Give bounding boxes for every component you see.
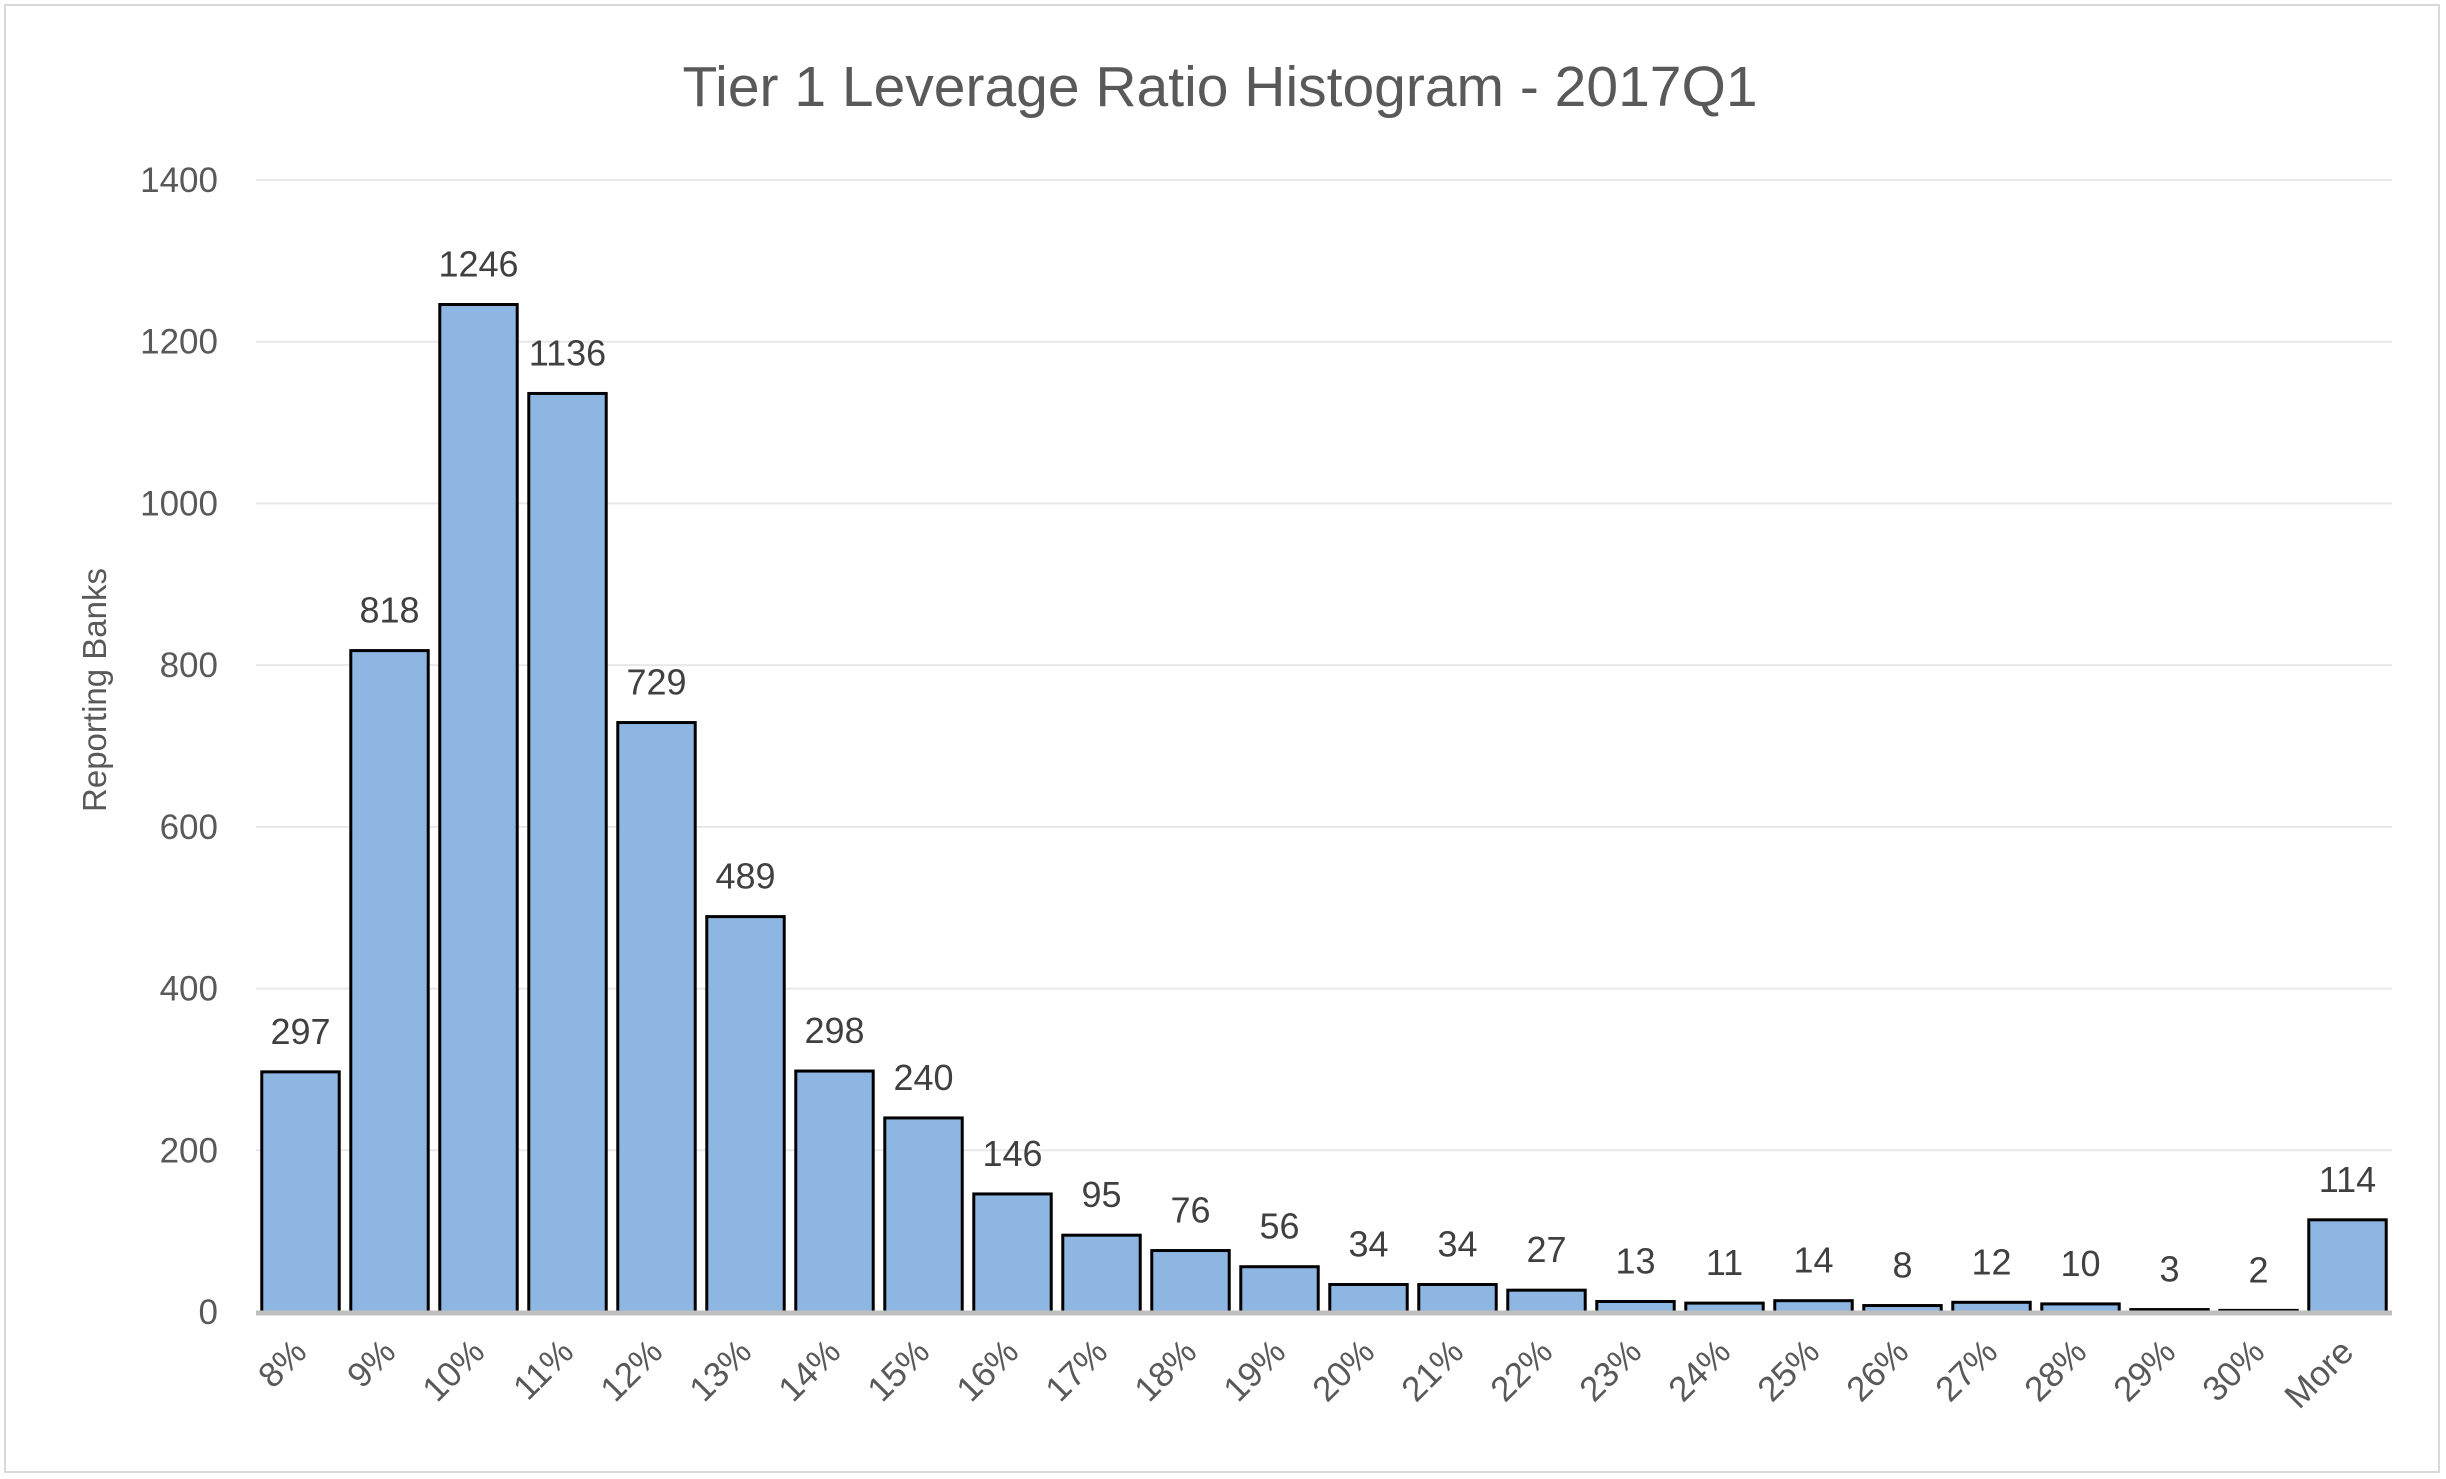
bar [527,391,608,1314]
data-label: 11 [1706,1242,1743,1283]
bar [705,915,786,1314]
bar [1417,1283,1498,1314]
x-tick-label: 17% [1038,1332,1115,1409]
data-label: 12 [1971,1241,2011,1282]
data-label: 114 [2319,1159,2376,1200]
y-axis-label: Reporting Banks [76,568,113,812]
data-label: 1246 [438,244,518,285]
x-tick-label: 22% [1483,1332,1560,1409]
x-tick-label: 16% [949,1332,1026,1409]
data-label: 56 [1259,1206,1299,1247]
x-tick-label: 18% [1127,1332,1204,1409]
data-label: 146 [982,1133,1042,1174]
data-label: 95 [1081,1174,1121,1215]
bar [794,1069,875,1314]
bar [972,1192,1053,1314]
x-tick-label: 15% [860,1332,937,1409]
y-tick-label: 400 [160,970,218,1009]
data-label: 14 [1793,1240,1833,1281]
data-label: 34 [1348,1224,1388,1265]
x-tick-label: 24% [1661,1332,1738,1409]
data-label: 240 [893,1057,953,1098]
y-tick-label: 1400 [140,161,218,200]
y-tick-label: 1000 [140,484,218,523]
bar [1328,1283,1409,1314]
x-tick-label: 11% [506,1332,581,1407]
bar [1773,1299,1854,1314]
data-label: 298 [804,1010,864,1051]
bar [260,1070,341,1314]
x-tick-label: 23% [1572,1332,1649,1409]
data-label: 3 [2159,1249,2179,1290]
bar [1506,1288,1587,1314]
data-label: 76 [1170,1190,1210,1231]
x-tick-label: 19% [1216,1332,1293,1409]
y-tick-label: 200 [160,1131,218,1170]
y-tick-label: 600 [160,808,218,847]
data-label: 13 [1615,1240,1655,1281]
x-tick-label: 12% [593,1332,670,1409]
data-label: 8 [1892,1245,1912,1286]
bar [616,721,697,1314]
x-tick-label: 10% [415,1332,492,1409]
gridlines [256,179,2392,1152]
chart-title: Tier 1 Leverage Ratio Histogram - 2017Q1 [682,55,1757,119]
y-tick-labels: 0 200 400 600 800 1000 1200 1400 [140,161,218,1332]
x-tick-label: 27% [1928,1332,2005,1409]
x-tick-label: 9% [340,1332,403,1395]
x-tick-label: More [2277,1332,2361,1416]
histogram-chart: Tier 1 Leverage Ratio Histogram - 2017Q1… [76,55,2392,1416]
x-tick-label: 28% [2017,1332,2094,1409]
y-tick-label: 0 [199,1293,218,1332]
x-tick-label: 21% [1394,1332,1471,1409]
data-label: 818 [359,590,419,631]
x-tick-label: 14% [771,1332,848,1409]
bar [349,649,430,1314]
data-label: 1136 [529,332,606,373]
y-tick-label: 800 [160,646,218,685]
bar [1061,1233,1142,1314]
data-label: 297 [270,1011,330,1052]
bars [260,303,2388,1314]
data-label: 729 [626,662,686,703]
x-tick-labels: 8% 9% 10% 11% 12% 13% 14% 15% 16% 17% 18% 19% 20% 21%… [251,1332,2361,1416]
bar [438,303,519,1314]
data-labels: 297 818 1246 1136 729 489 298 240 146 95 76 56 34 34 2… [270,244,2376,1291]
x-tick-label: 29% [2106,1332,2183,1409]
x-tick-label: 13% [682,1332,759,1409]
bar [2307,1218,2388,1314]
y-tick-label: 1200 [140,323,218,362]
data-label: 10 [2060,1243,2100,1284]
x-tick-label: 8% [251,1332,314,1395]
bar [1239,1265,1320,1314]
chart-frame: Tier 1 Leverage Ratio Histogram - 2017Q1… [4,4,2440,1473]
bar [883,1116,964,1314]
data-label: 34 [1437,1224,1477,1265]
x-tick-label: 25% [1750,1332,1827,1409]
bar [1595,1299,1676,1314]
x-tick-label: 26% [1839,1332,1916,1409]
x-tick-label: 20% [1305,1332,1382,1409]
bar [1150,1249,1231,1314]
data-label: 489 [715,856,775,897]
x-tick-label: 30% [2195,1332,2272,1409]
data-label: 2 [2248,1249,2268,1290]
data-label: 27 [1526,1229,1566,1270]
